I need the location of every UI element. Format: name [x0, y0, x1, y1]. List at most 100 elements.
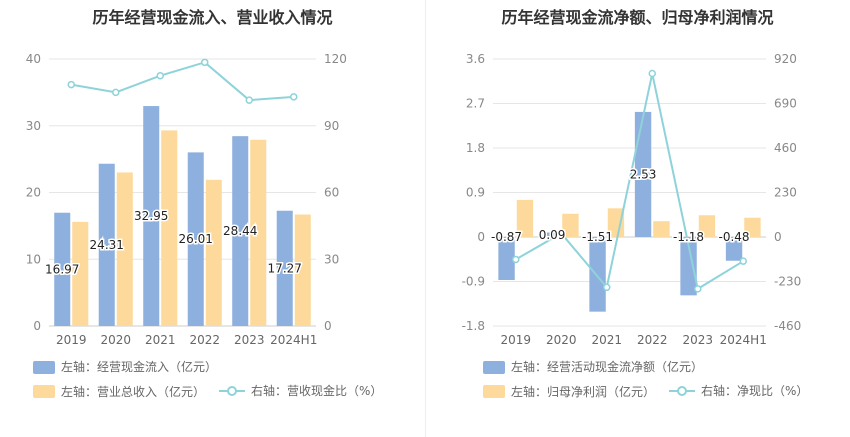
legend-label: 右轴：营收现金比（%）: [251, 384, 383, 398]
y-right-tick-label: 460: [774, 141, 797, 155]
bar-series-1: [498, 237, 515, 281]
legend-bar-swatch: [33, 360, 55, 374]
data-label: 24.31: [90, 238, 124, 252]
data-label: -1.18: [673, 230, 704, 244]
bar-series-1: [680, 237, 697, 296]
y-left-tick-label: 30: [26, 119, 41, 133]
bar-series-2: [72, 221, 89, 326]
bar-series-2: [744, 217, 761, 237]
legend-item[interactable]: 右轴：营收现金比（%）: [219, 383, 382, 399]
data-label: 17.27: [268, 261, 302, 275]
line-point: [648, 69, 656, 78]
legend-bar-swatch: [33, 385, 55, 398]
y-left-tick-label: 1.8: [466, 141, 485, 155]
y-left-tick-label: -1.8: [462, 319, 485, 333]
legend-label: 左轴：营业总收入（亿元）: [61, 384, 206, 399]
chart-panel-net-cash: 历年经营现金流净额、归母净利润情况 -1.8 -460 -0.9 -230 0 0 0.9 2…: [425, 0, 850, 437]
y-left-tick-label: -0.9: [462, 275, 485, 289]
chart-title: 历年经营现金流净额、归母净利润情况: [501, 8, 774, 27]
bar-series-2: [562, 213, 579, 237]
y-right-tick-label: 60: [324, 186, 339, 200]
x-tick-label: 2020: [100, 333, 131, 347]
data-label: -0.48: [719, 230, 750, 244]
y-left-tick-label: 10: [26, 252, 41, 266]
bar-series-2: [516, 199, 534, 237]
y-left-tick-label: 0: [477, 230, 485, 244]
legend-line-swatch: [219, 384, 246, 398]
line-point: [67, 80, 75, 89]
bar-series-2: [161, 130, 178, 326]
y-right-tick-label: 120: [324, 52, 347, 66]
bar-series-2: [653, 221, 670, 237]
bar-series-1: [98, 163, 115, 326]
bar-series-1: [634, 111, 652, 237]
bar-series-1: [54, 212, 71, 326]
data-label: 2.53: [630, 167, 657, 181]
y-right-tick-label: 90: [324, 119, 339, 133]
y-right-tick-label: 0: [324, 319, 332, 333]
data-label: 28.44: [223, 224, 257, 238]
data-label: -1.51: [582, 230, 613, 244]
line-series: [515, 73, 744, 291]
x-tick-label: 2024H1: [270, 333, 317, 347]
x-tick-label: 2023: [682, 333, 713, 347]
bar-series-1: [589, 237, 606, 312]
legend-item[interactable]: 左轴：经营现金流入（亿元）: [33, 359, 217, 375]
legend-label: 右轴：净现比（%）: [701, 384, 809, 398]
legend-bar-swatch: [483, 360, 505, 374]
legend-label: 左轴：经营现金流入（亿元）: [61, 360, 218, 374]
y-right-tick-label: 690: [774, 97, 797, 111]
y-right-tick-label: -230: [774, 275, 801, 289]
panel-divider: [425, 0, 426, 437]
y-left-tick-label: 40: [26, 52, 41, 66]
data-label: -0.87: [491, 230, 522, 244]
line-series: [71, 61, 294, 102]
bar-series-2: [205, 179, 222, 326]
y-left-tick-label: 3.6: [466, 52, 485, 66]
y-left-tick-label: 2.7: [466, 97, 485, 111]
y-right-tick-label: 230: [774, 186, 797, 200]
y-right-tick-label: -460: [774, 319, 801, 333]
bar-series-2: [698, 215, 716, 237]
line-point: [557, 229, 565, 238]
line-point: [603, 283, 611, 292]
y-left-tick-label: 0.9: [466, 186, 485, 200]
line-point: [694, 285, 702, 293]
legend-item[interactable]: 左轴：归母净利润（亿元）: [483, 384, 655, 400]
legend-item[interactable]: 右轴：净现比（%）: [669, 383, 808, 399]
legend-item[interactable]: 左轴：经营活动现金流净额（亿元）: [483, 359, 703, 375]
x-tick-label: 2023: [234, 333, 265, 347]
y-left-tick-label: 0: [33, 319, 41, 333]
x-tick-label: 2022: [637, 333, 668, 347]
chart-plot: 0 0 10 30 20 60 30 90 40 120 2019 2020 2021 2022 2023 2…: [26, 52, 347, 347]
line-point: [290, 93, 298, 101]
legend-row: 左轴：经营现金流入（亿元）: [33, 359, 231, 375]
bar-series-2: [116, 172, 133, 326]
legend-label: 左轴：经营活动现金流净额（亿元）: [511, 360, 704, 374]
data-label: 26.01: [179, 232, 213, 246]
legend-row: 左轴：经营活动现金流净额（亿元）: [483, 359, 717, 375]
y-left-tick-label: 20: [26, 186, 41, 200]
x-tick-label: 2019: [500, 333, 531, 347]
legend-row: 左轴：归母净利润（亿元） 右轴：净现比（%）: [483, 383, 822, 399]
chart-title: 历年经营现金流入、营业收入情况: [92, 8, 333, 27]
bar-series-1: [276, 210, 293, 326]
bar-series-1: [143, 106, 160, 326]
x-tick-label: 2022: [189, 333, 220, 347]
bar-series-2: [250, 139, 267, 326]
legend-item[interactable]: 左轴：营业总收入（亿元）: [33, 384, 205, 400]
chart-plot: -1.8 -460 -0.9 -230 0 0 0.9 230 1.8 460 2.7 690 3.6 9…: [462, 52, 802, 347]
bar-series-2: [607, 208, 625, 237]
x-tick-label: 2021: [591, 333, 622, 347]
bar-series-1: [187, 152, 204, 326]
bar-series-1: [232, 136, 249, 326]
bar-series-1: [543, 232, 561, 237]
legend-bar-swatch: [483, 385, 505, 398]
y-right-tick-label: 0: [774, 230, 782, 244]
x-tick-label: 2021: [145, 333, 176, 347]
bar-series-2: [294, 214, 311, 326]
bar-series-1: [725, 237, 743, 261]
x-tick-label: 2024H1: [720, 333, 767, 347]
data-label: 16.97: [45, 262, 79, 276]
line-point: [156, 71, 164, 80]
